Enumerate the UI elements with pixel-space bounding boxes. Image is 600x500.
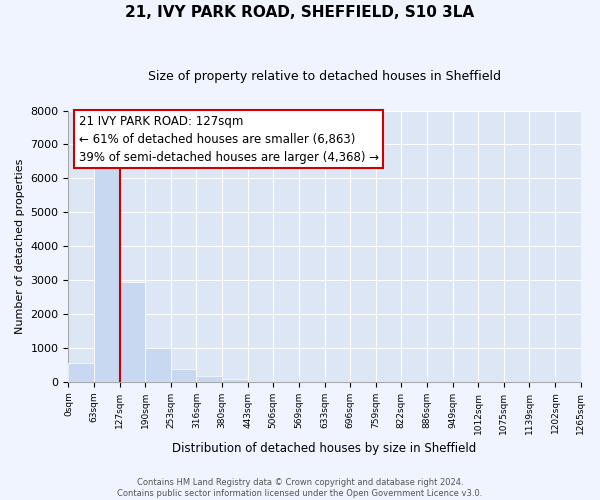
Bar: [171, 370, 196, 382]
Text: Contains HM Land Registry data © Crown copyright and database right 2024.
Contai: Contains HM Land Registry data © Crown c…: [118, 478, 482, 498]
Bar: [94, 166, 119, 382]
X-axis label: Distribution of detached houses by size in Sheffield: Distribution of detached houses by size …: [172, 442, 476, 455]
Text: 21 IVY PARK ROAD: 127sqm
← 61% of detached houses are smaller (6,863)
39% of sem: 21 IVY PARK ROAD: 127sqm ← 61% of detach…: [79, 114, 379, 164]
Bar: [145, 348, 171, 382]
Text: 21, IVY PARK ROAD, SHEFFIELD, S10 3LA: 21, IVY PARK ROAD, SHEFFIELD, S10 3LA: [125, 5, 475, 20]
Y-axis label: Number of detached properties: Number of detached properties: [15, 158, 25, 334]
Title: Size of property relative to detached houses in Sheffield: Size of property relative to detached ho…: [148, 70, 501, 83]
Bar: [222, 379, 248, 382]
Bar: [196, 376, 222, 382]
Bar: [120, 282, 145, 382]
Bar: [68, 363, 94, 382]
